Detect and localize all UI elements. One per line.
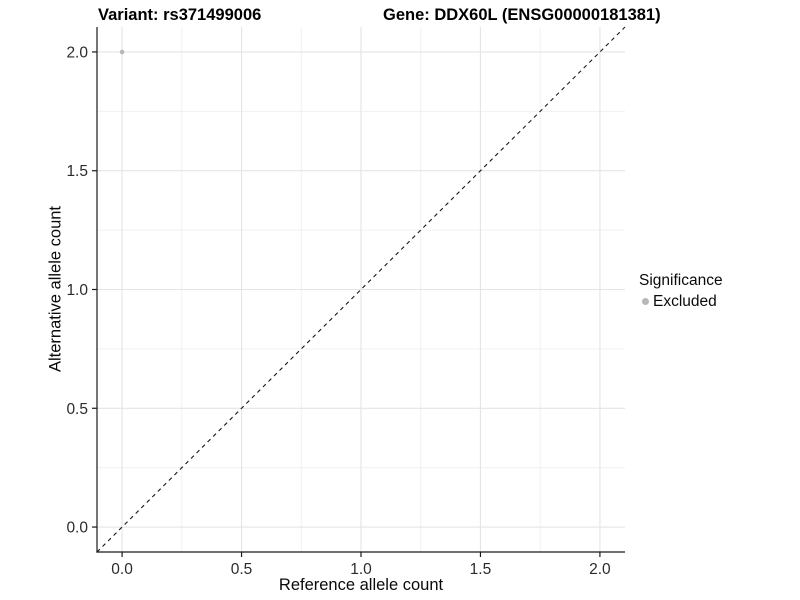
x-tick-label: 0.0 (111, 561, 133, 578)
x-tick-label: 1.5 (470, 561, 492, 578)
legend-entry: Excluded (639, 292, 723, 311)
plot-title-variant: Variant: rs371499006 (98, 6, 262, 24)
y-tick-label: 0.5 (66, 401, 88, 418)
legend-title: Significance (639, 272, 723, 289)
x-axis-title: Reference allele count (278, 576, 444, 594)
y-tick-label: 2.0 (66, 44, 88, 61)
x-tick-label: 1.0 (350, 561, 372, 578)
legend: Significance Excluded (639, 271, 723, 311)
plot-title-gene: Gene: DDX60L (ENSG00000181381) (383, 6, 661, 24)
data-point (119, 49, 125, 55)
legend-point-icon (642, 298, 649, 305)
y-tick-label: 0.0 (66, 520, 88, 537)
y-tick-label: 1.5 (66, 163, 88, 180)
y-axis-title: Alternative allele count (46, 205, 65, 373)
y-tick-label: 1.0 (66, 282, 88, 299)
x-tick-label: 2.0 (589, 561, 611, 578)
legend-entry-label: Excluded (653, 293, 717, 310)
x-tick-label: 0.5 (231, 561, 253, 578)
